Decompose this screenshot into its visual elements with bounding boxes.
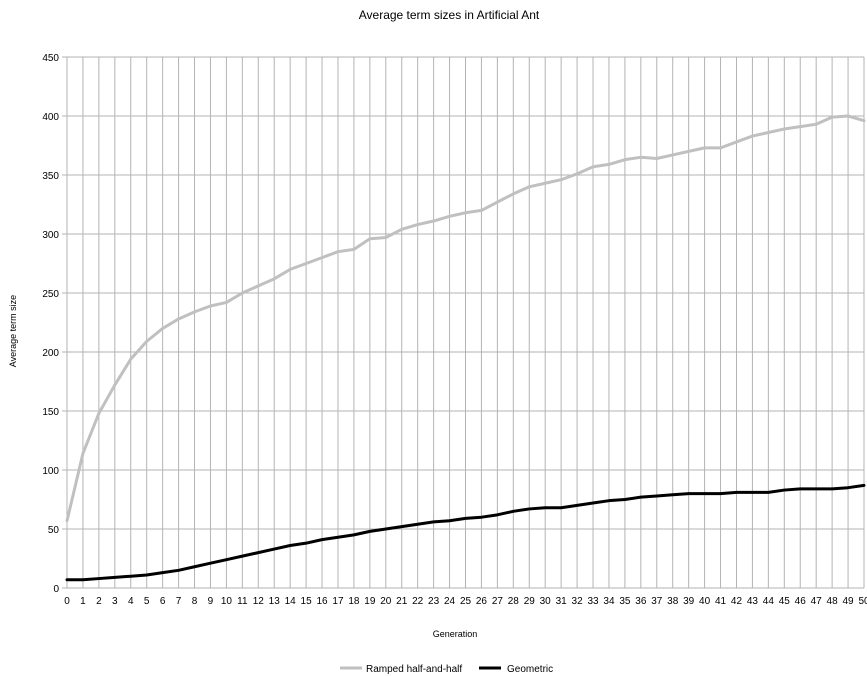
x-tick-label: 29 xyxy=(524,596,536,607)
x-axis-label: Generation xyxy=(433,629,478,639)
x-tick-label: 37 xyxy=(651,596,663,607)
x-tick-label: 9 xyxy=(208,596,214,607)
series-layer xyxy=(65,114,866,582)
x-tick-label: 10 xyxy=(221,596,233,607)
x-tick-label: 24 xyxy=(444,596,456,607)
legend: Ramped half-and-half Geometric xyxy=(340,664,553,675)
x-tick-label: 40 xyxy=(699,596,711,607)
x-tick-label: 11 xyxy=(237,596,248,607)
y-tick-label: 50 xyxy=(48,525,60,536)
x-tick-label: 20 xyxy=(380,596,392,607)
x-tick-label: 3 xyxy=(112,596,118,607)
y-tick-label: 350 xyxy=(42,171,59,182)
x-tick-label: 50 xyxy=(858,596,867,607)
x-tick-label: 2 xyxy=(96,596,102,607)
x-tick-label: 39 xyxy=(683,596,695,607)
x-tick-label: 4 xyxy=(128,596,134,607)
x-tick-label: 1 xyxy=(80,596,86,607)
x-tick-label: 12 xyxy=(253,596,265,607)
x-tick-label: 6 xyxy=(160,596,166,607)
x-tick-label: 45 xyxy=(779,596,791,607)
x-tick-label: 46 xyxy=(795,596,807,607)
x-tick-label: 16 xyxy=(316,596,328,607)
y-tick-label: 400 xyxy=(42,112,59,123)
y-tick-label: 0 xyxy=(53,584,59,595)
y-tick-label: 100 xyxy=(42,466,59,477)
x-tick-label: 13 xyxy=(269,596,281,607)
x-tick-label: 28 xyxy=(508,596,520,607)
legend-label-0: Ramped half-and-half xyxy=(366,664,462,675)
x-tick-label: 7 xyxy=(176,596,182,607)
legend-label-1: Geometric xyxy=(507,664,553,675)
y-tick-label: 450 xyxy=(42,53,59,64)
x-tick-label: 47 xyxy=(811,596,823,607)
x-tick-label: 41 xyxy=(715,596,727,607)
x-tick-label: 21 xyxy=(396,596,408,607)
x-tick-label: 44 xyxy=(763,596,775,607)
x-tick-label: 49 xyxy=(842,596,854,607)
y-axis-label: Average term size xyxy=(8,295,18,367)
x-tick-label: 23 xyxy=(428,596,440,607)
x-tick-label: 5 xyxy=(144,596,150,607)
x-tick-label: 25 xyxy=(460,596,472,607)
x-tick-label: 32 xyxy=(572,596,584,607)
x-tick-label: 48 xyxy=(827,596,839,607)
x-tick-label: 18 xyxy=(348,596,360,607)
y-tick-label: 200 xyxy=(42,348,59,359)
x-tick-label: 17 xyxy=(332,596,344,607)
x-tick-label: 0 xyxy=(64,596,70,607)
x-tick-label: 14 xyxy=(285,596,297,607)
grid xyxy=(66,56,865,589)
x-tick-label: 19 xyxy=(364,596,376,607)
x-tick-label: 42 xyxy=(731,596,743,607)
x-tick-label: 43 xyxy=(747,596,759,607)
x-tick-label: 22 xyxy=(412,596,424,607)
x-tick-label: 33 xyxy=(587,596,599,607)
chart-title: Average term sizes in Artificial Ant xyxy=(359,8,540,22)
x-tick-label: 38 xyxy=(667,596,679,607)
x-tick-label: 8 xyxy=(192,596,198,607)
y-tick-label: 250 xyxy=(42,289,59,300)
x-tick-label: 36 xyxy=(635,596,647,607)
series-line-1 xyxy=(65,483,866,582)
x-tick-label: 31 xyxy=(556,596,568,607)
x-tick-label: 15 xyxy=(301,596,313,607)
x-tick-label: 30 xyxy=(540,596,552,607)
axes: 0 1 2 3 4 5 6 7 8 9 10 11 12 13 14 15 16 17 18 19 20 21 22 23 24… xyxy=(42,53,867,607)
x-tick-label: 34 xyxy=(603,596,615,607)
x-tick-label: 35 xyxy=(619,596,631,607)
y-tick-label: 300 xyxy=(42,230,59,241)
x-tick-label: 27 xyxy=(492,596,504,607)
y-tick-label: 150 xyxy=(42,407,59,418)
series-line-0 xyxy=(65,114,866,523)
x-tick-label: 26 xyxy=(476,596,488,607)
